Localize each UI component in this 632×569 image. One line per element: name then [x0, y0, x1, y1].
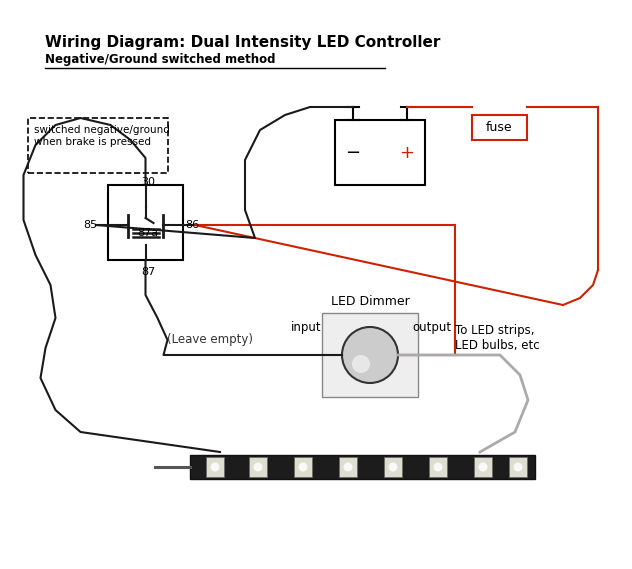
Text: To LED strips,
LED bulbs, etc: To LED strips, LED bulbs, etc: [455, 324, 540, 352]
Bar: [190, 455, 535, 479]
Text: +: +: [399, 143, 415, 162]
Circle shape: [478, 463, 487, 472]
Bar: [474, 457, 492, 477]
Text: 30: 30: [141, 177, 155, 187]
Circle shape: [352, 355, 370, 373]
Text: Negative/Ground switched method: Negative/Ground switched method: [45, 53, 276, 66]
Text: output: output: [412, 320, 451, 333]
Text: 87: 87: [141, 267, 155, 277]
Circle shape: [253, 463, 262, 472]
Bar: [384, 457, 402, 477]
FancyBboxPatch shape: [322, 313, 418, 397]
Circle shape: [434, 463, 442, 472]
Bar: [249, 457, 267, 477]
Text: input: input: [291, 320, 322, 333]
Bar: [339, 457, 357, 477]
Circle shape: [389, 463, 398, 472]
Text: LED Dimmer: LED Dimmer: [331, 295, 410, 308]
Circle shape: [210, 463, 219, 472]
Circle shape: [298, 463, 308, 472]
Circle shape: [342, 327, 398, 383]
Bar: [509, 457, 527, 477]
Text: 87a: 87a: [137, 228, 159, 238]
Bar: [108, 185, 183, 260]
Text: −: −: [346, 143, 361, 162]
Circle shape: [344, 463, 353, 472]
Bar: [335, 120, 425, 185]
Bar: [294, 457, 312, 477]
Text: 86: 86: [185, 220, 199, 230]
Circle shape: [513, 463, 523, 472]
Bar: [429, 457, 447, 477]
Text: 85: 85: [83, 220, 97, 230]
Bar: [472, 115, 527, 140]
Text: fuse: fuse: [486, 121, 513, 134]
Text: Wiring Diagram: Dual Intensity LED Controller: Wiring Diagram: Dual Intensity LED Contr…: [45, 35, 441, 50]
Text: (Leave empty): (Leave empty): [167, 333, 253, 347]
Bar: [206, 457, 224, 477]
Text: switched negative/ground
when brake is pressed: switched negative/ground when brake is p…: [34, 125, 170, 147]
